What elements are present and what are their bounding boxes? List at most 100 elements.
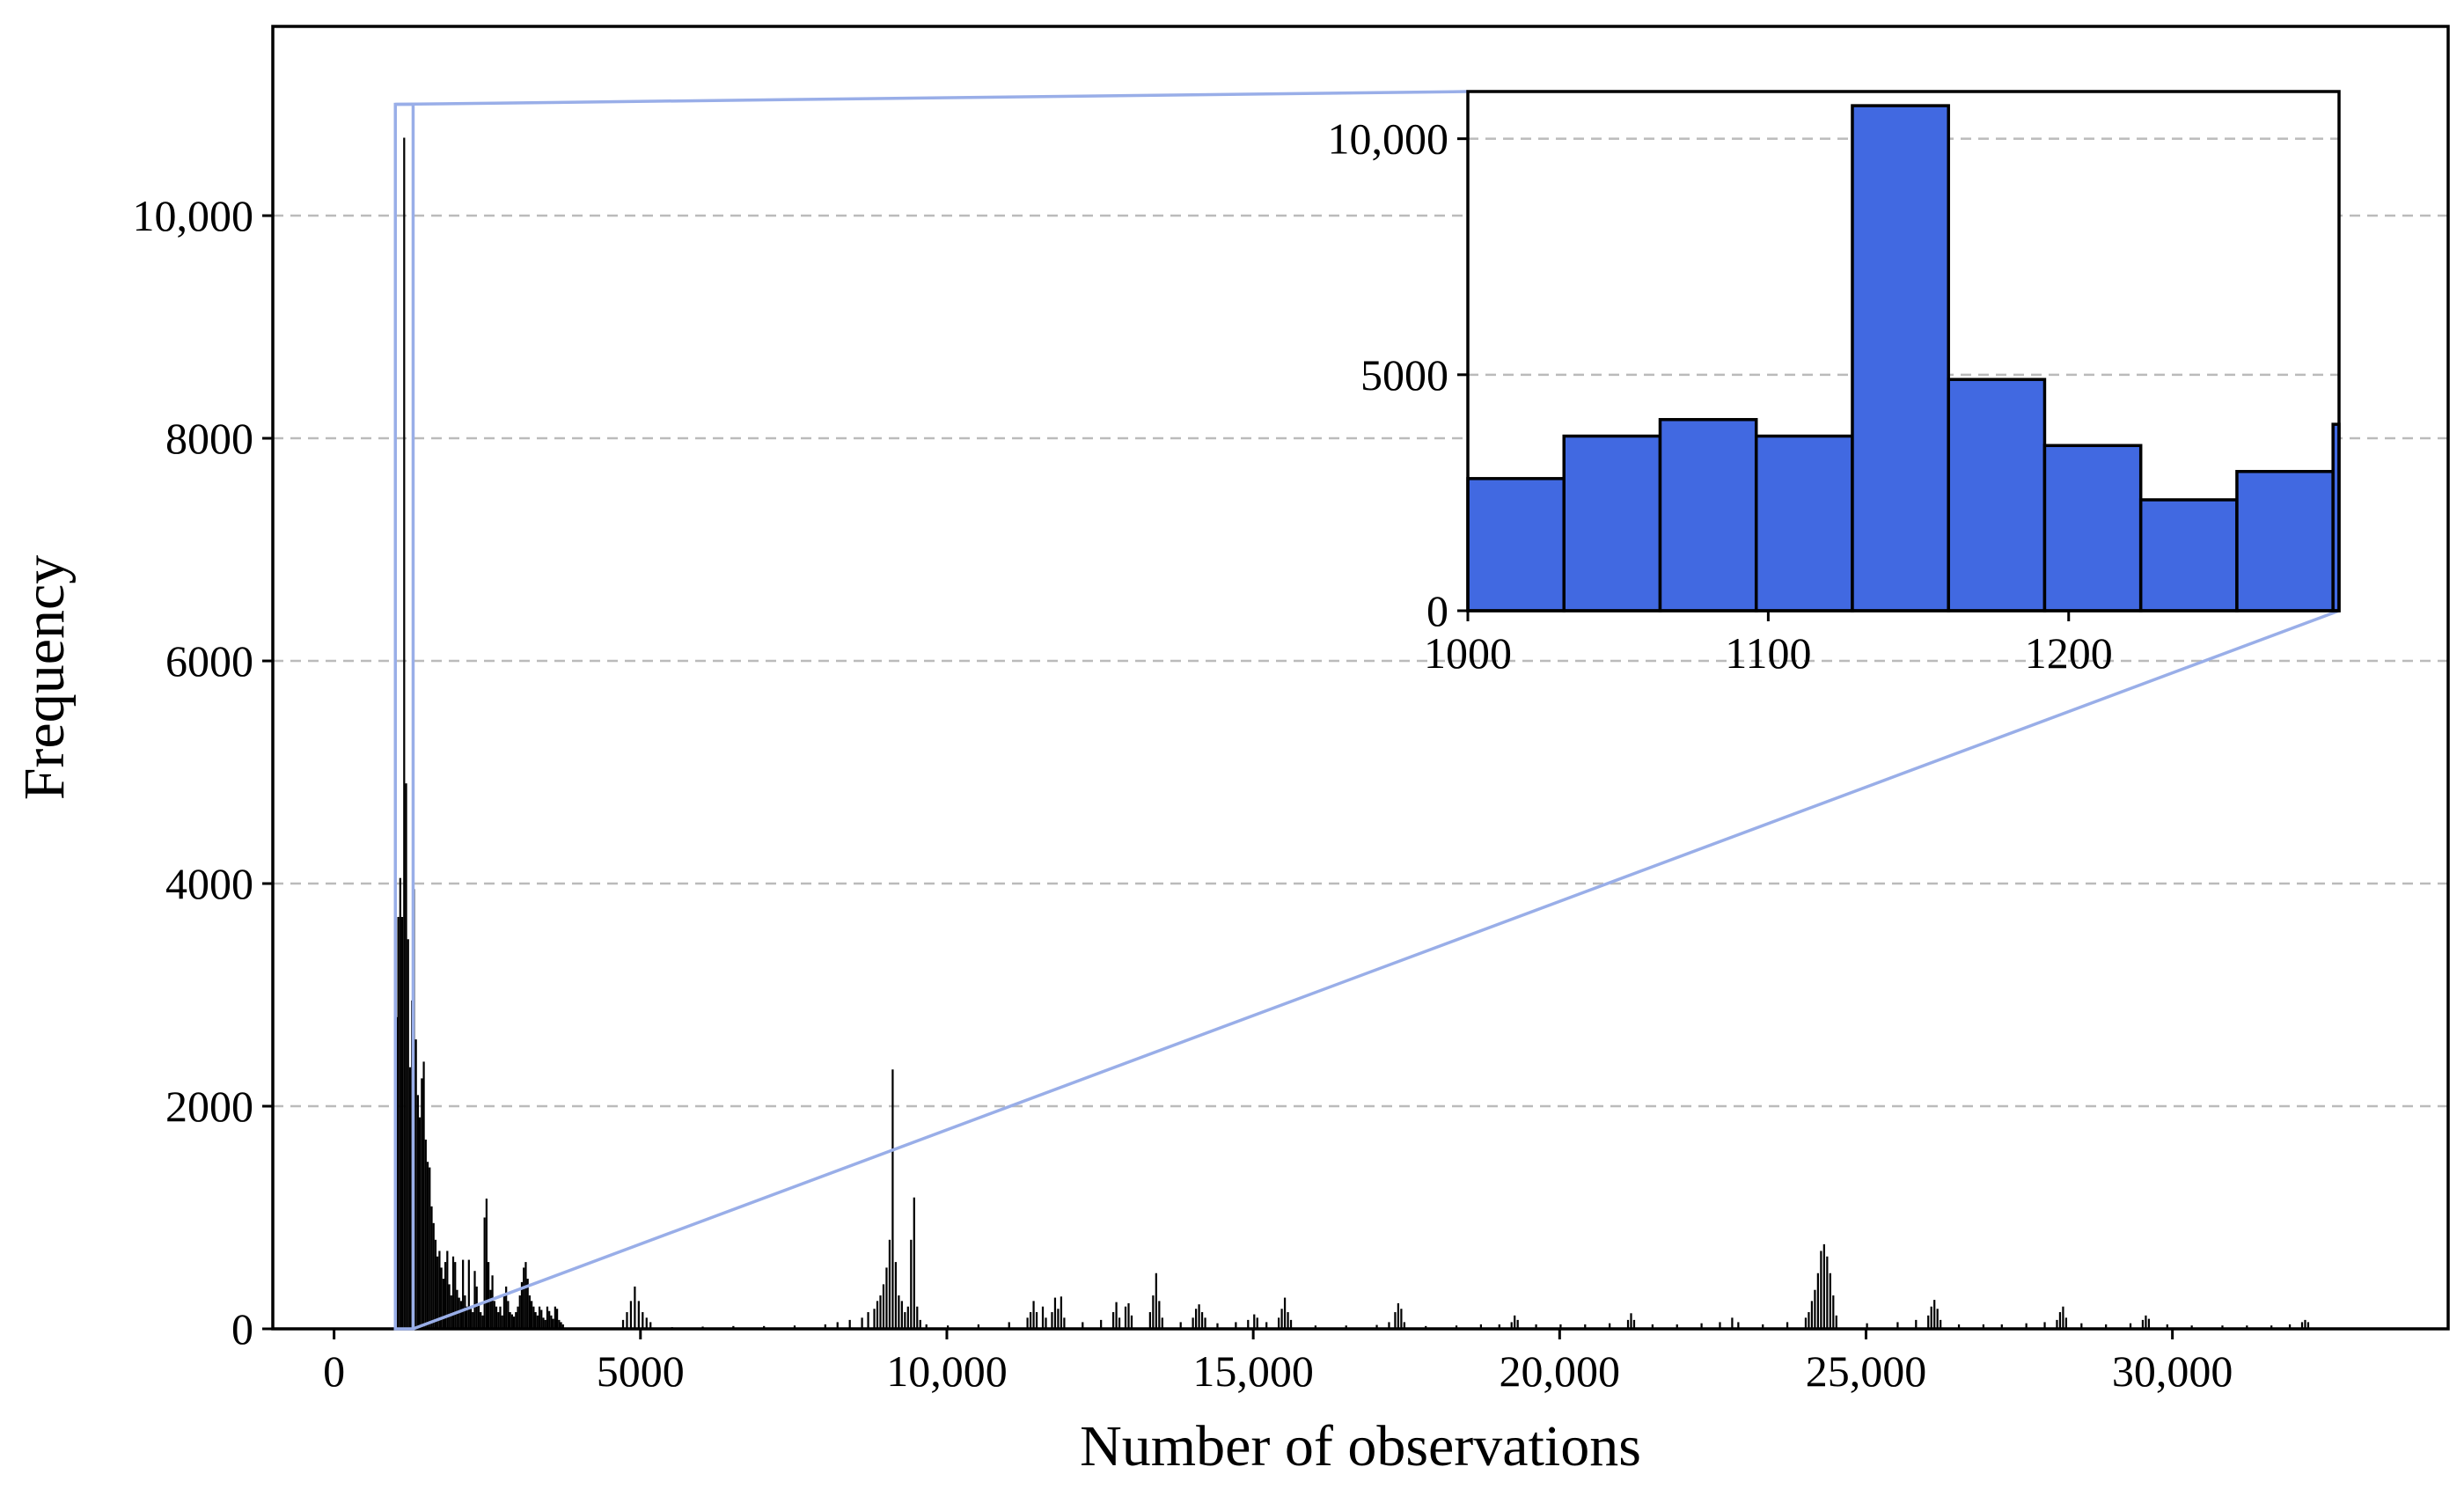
histogram-bar [442, 1279, 444, 1329]
histogram-bar [430, 1206, 433, 1329]
histogram-bar [2043, 1322, 2046, 1329]
histogram-bar [904, 1312, 906, 1329]
histogram-bar [485, 1199, 488, 1329]
histogram-bar [1256, 1317, 1258, 1329]
inset-y-tick-label: 0 [1426, 586, 1448, 635]
histogram-bar [1253, 1314, 1256, 1329]
inset-histogram-bar [1851, 104, 1950, 612]
histogram-bar [517, 1306, 519, 1329]
x-axis-title: Number of observations [1080, 1414, 1641, 1478]
histogram-bar [1148, 1312, 1151, 1329]
histogram-bar [2056, 1319, 2058, 1329]
histogram-bar [1041, 1306, 1045, 1329]
histogram-bar [867, 1312, 869, 1329]
histogram-bar [2304, 1319, 2306, 1329]
histogram-bar [505, 1286, 508, 1329]
histogram-bar [1804, 1317, 1808, 1329]
histogram-bar [2190, 1325, 2193, 1329]
histogram-bar [1700, 1323, 1703, 1329]
histogram-bar [1455, 1325, 1458, 1329]
histogram-bar [493, 1301, 495, 1329]
histogram-bar [421, 1078, 423, 1329]
histogram-bar [1930, 1306, 1932, 1329]
histogram-bar [977, 1324, 980, 1329]
histogram-bar [848, 1319, 851, 1329]
histogram-bar [2246, 1325, 2248, 1329]
histogram-bar [495, 1306, 498, 1329]
histogram-bar [1283, 1297, 1287, 1329]
histogram-bar [1786, 1322, 1789, 1329]
histogram-bar [1192, 1317, 1194, 1329]
histogram-bar [876, 1301, 879, 1329]
histogram-bar [1510, 1322, 1513, 1329]
histogram-bar [475, 1286, 478, 1329]
histogram-bar [910, 1239, 913, 1329]
histogram-bar [477, 1304, 480, 1329]
histogram-bar [1111, 1312, 1115, 1329]
histogram-bar [621, 1319, 625, 1329]
inset-x-tick-label: 1000 [1424, 628, 1512, 678]
histogram-bar [1982, 1324, 1985, 1329]
histogram-bar [873, 1309, 876, 1329]
histogram-bar [637, 1301, 640, 1329]
histogram-bar [2058, 1312, 2062, 1329]
inset-histogram-bar [1562, 434, 1662, 612]
histogram-bar [446, 1251, 449, 1329]
histogram-bar [424, 1139, 427, 1329]
histogram-bar [456, 1289, 458, 1329]
histogram-bar [1535, 1324, 1537, 1329]
histogram-bar [946, 1325, 950, 1329]
histogram-bar [444, 1262, 447, 1329]
histogram-bar [900, 1301, 903, 1329]
histogram-bar [1158, 1301, 1161, 1329]
main-x-axis-ticks: 0 5000 10,000 15,000 20,000 25,000 30,000 [323, 1329, 2233, 1396]
histogram-bar [1516, 1319, 1519, 1329]
histogram-bar [1204, 1317, 1206, 1329]
inset-y-axis-ticks: 0 5000 10,000 [1328, 114, 1468, 635]
histogram-bar [459, 1301, 463, 1329]
histogram-bar [481, 1315, 484, 1329]
histogram-bar [480, 1312, 482, 1329]
inset-bars [1466, 104, 2341, 612]
histogram-bar [913, 1197, 915, 1329]
histogram-bar [894, 1262, 898, 1329]
histogram-bar [419, 1117, 422, 1329]
histogram-bar [546, 1306, 549, 1329]
histogram-bar [416, 1095, 420, 1329]
histogram-bar [432, 1222, 435, 1329]
histogram-bar [1130, 1315, 1133, 1329]
histogram-bar [501, 1315, 503, 1329]
histogram-bar [560, 1322, 562, 1329]
histogram-bar [1927, 1315, 1930, 1329]
y-tick-label: 10,000 [133, 191, 254, 240]
histogram-bar [1053, 1297, 1057, 1329]
histogram-bar [888, 1239, 891, 1329]
histogram-bar [2221, 1325, 2224, 1329]
inset-x-tick-label: 1200 [2025, 628, 2113, 678]
histogram-bar [403, 137, 406, 1329]
histogram-bar [1400, 1309, 1403, 1329]
main-bars [395, 137, 2310, 1329]
histogram-bar [1035, 1312, 1038, 1329]
histogram-bar [397, 916, 400, 1329]
histogram-bar [542, 1317, 545, 1329]
histogram-bar [906, 1306, 909, 1329]
histogram-bar [2025, 1323, 2028, 1329]
histogram-bar [1124, 1306, 1127, 1329]
y-axis-title: Frequency [12, 555, 77, 801]
histogram-bar [1626, 1319, 1630, 1329]
histogram-bar [1915, 1319, 1918, 1329]
histogram-bar [1514, 1315, 1516, 1329]
histogram-bar [1026, 1317, 1029, 1329]
histogram-bar [548, 1310, 551, 1329]
histogram-bar [1280, 1309, 1283, 1329]
histogram-bar [436, 1256, 439, 1329]
zoom-connector-line [395, 90, 1469, 106]
histogram-bar [836, 1322, 839, 1329]
histogram-bar [512, 1317, 516, 1329]
histogram-bar [1403, 1322, 1405, 1329]
histogram-bar [532, 1306, 535, 1329]
histogram-bar [2141, 1319, 2145, 1329]
histogram-bar [510, 1314, 513, 1329]
histogram-bar [2105, 1324, 2108, 1329]
